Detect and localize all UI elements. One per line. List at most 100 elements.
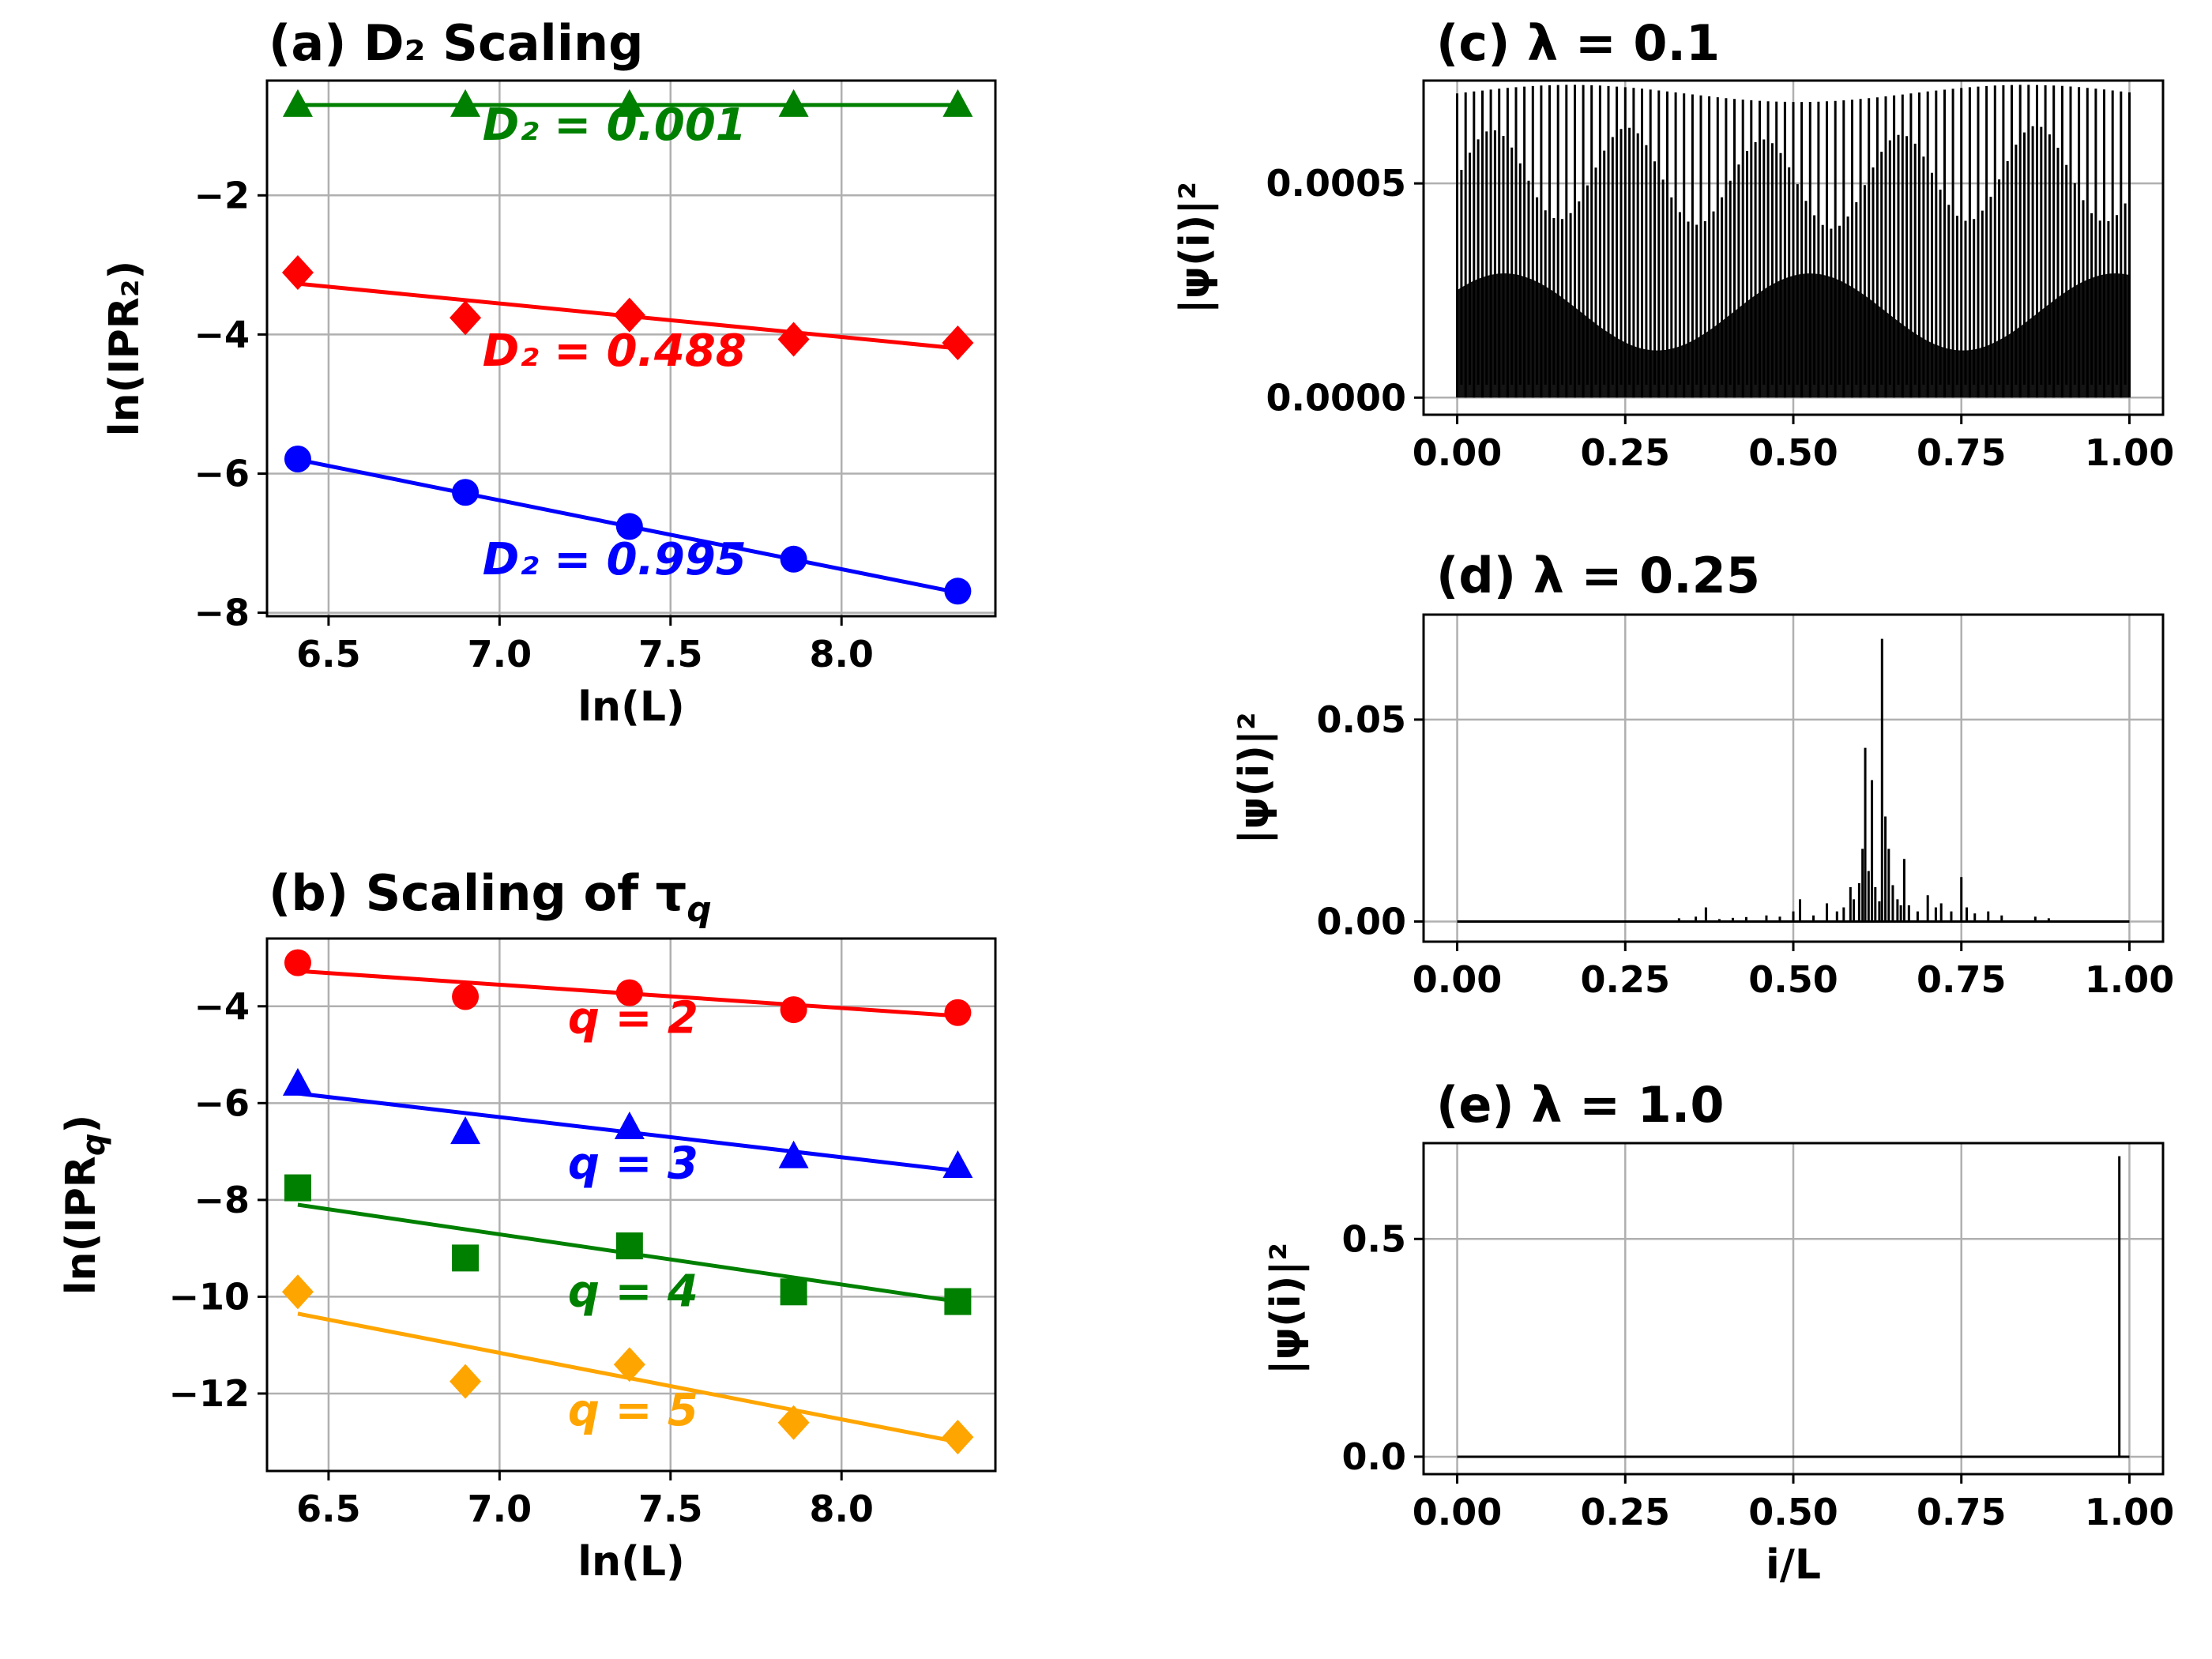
panel-c-data bbox=[1456, 85, 2131, 398]
panel-e-ytick-label: 0.0 bbox=[1342, 1435, 1407, 1478]
panel-e-ylabel: |ψ(i)|² bbox=[1262, 1243, 1310, 1375]
panel-d-xtick-label: 0.00 bbox=[1413, 958, 1503, 1001]
panel-b-series-2-point bbox=[944, 1288, 972, 1315]
panel-e-xlabel: i/L bbox=[1766, 1541, 1821, 1589]
panel-b-ytick-label: −12 bbox=[168, 1372, 250, 1415]
panel-b-series-3-point bbox=[613, 1347, 645, 1382]
panel-e: 0.00 0.25 0.50 0.75 1.00 0.0 0.5 (e) λ = 1.0 i/L… bbox=[1262, 1076, 2174, 1589]
panel-d-frame bbox=[1422, 613, 2165, 943]
panel-b-series-2-point bbox=[452, 1244, 480, 1272]
panel-d-xtick-label: 0.50 bbox=[1748, 958, 1838, 1001]
panel-b-frame bbox=[265, 937, 997, 1473]
panel-a-ytick-label: −2 bbox=[194, 174, 250, 216]
panel-a-series-0-point bbox=[284, 446, 311, 473]
panel-a-series-0-point bbox=[944, 577, 972, 605]
panel-a-series-1-point bbox=[777, 322, 810, 357]
panel-b-ytick-label: −8 bbox=[194, 1179, 250, 1221]
panel-a-series-0-point bbox=[780, 545, 807, 573]
panel-b-annotation-0: q = 2 bbox=[568, 992, 698, 1044]
panel-c-dense-band bbox=[1457, 273, 2130, 398]
panel-b: 6.5 7.0 7.5 8.0 −4 −6 −8 −10 −12 q = 2 q = 3 q = 4 q… bbox=[58, 864, 997, 1586]
panel-b-series-2-point bbox=[780, 1278, 807, 1306]
panel-b-series-1-point bbox=[282, 1067, 313, 1096]
panel-a-ytick-label: −6 bbox=[194, 452, 250, 495]
panel-c-xtick-label: 0.75 bbox=[1917, 431, 2007, 474]
panel-a-series-1-point bbox=[613, 297, 645, 333]
panel-b-plot-area bbox=[267, 939, 995, 1471]
panel-c: 0.00 0.25 0.50 0.75 1.00 0.0000 0.0005 (c) λ = … bbox=[1172, 14, 2174, 474]
panel-c-ytick-label: 0.0000 bbox=[1266, 376, 1406, 419]
panel-b-series-1-point bbox=[614, 1111, 645, 1139]
panel-e-xtick-label: 0.25 bbox=[1581, 1491, 1671, 1533]
panel-b-series-0-point bbox=[944, 999, 972, 1026]
panel-a-ytick-label: −4 bbox=[194, 313, 250, 356]
panel-a-title: (a) D₂ Scaling bbox=[269, 14, 644, 72]
panel-b-xtick-label: 7.5 bbox=[638, 1488, 703, 1530]
panel-c-ylabel: |ψ(i)|² bbox=[1172, 182, 1219, 314]
panel-d-xtick-label: 0.25 bbox=[1581, 958, 1671, 1001]
panel-a-xtick-label: 7.5 bbox=[638, 633, 703, 675]
panel-d-ylabel: |ψ(i)|² bbox=[1231, 712, 1278, 844]
panel-a-grid bbox=[267, 81, 995, 616]
panel-a-xlabel: ln(L) bbox=[577, 683, 685, 731]
panel-a-frame bbox=[265, 79, 997, 618]
panel-a-xtick-label: 6.5 bbox=[296, 633, 361, 675]
panel-b-xtick-label: 7.0 bbox=[468, 1488, 532, 1530]
panel-e-xtick-label: 0.50 bbox=[1748, 1491, 1838, 1533]
panel-b-series-2-point bbox=[615, 1232, 643, 1260]
panel-e-xtick-label: 0.75 bbox=[1917, 1491, 2007, 1533]
panel-b-ytick-label: −10 bbox=[168, 1275, 250, 1318]
panel-b-series-3-point bbox=[777, 1405, 810, 1440]
panel-c-title: (c) λ = 0.1 bbox=[1436, 14, 1720, 72]
panel-c-xtick-label: 0.25 bbox=[1581, 431, 1671, 474]
panel-b-xtick-label: 6.5 bbox=[296, 1488, 361, 1530]
panel-b-series-2-point bbox=[284, 1174, 311, 1202]
panel-a-xtick-label: 7.0 bbox=[468, 633, 532, 675]
panel-b-series-0-point bbox=[284, 949, 311, 976]
panel-a-series-0-point bbox=[615, 513, 643, 540]
panel-e-data bbox=[1457, 1156, 2130, 1458]
panel-d-ytick-label: 0.00 bbox=[1317, 900, 1407, 942]
panel-b-ytick-label: −6 bbox=[194, 1082, 250, 1124]
panel-a-annotation-0: D₂ = 0.995 bbox=[483, 534, 747, 585]
panel-a-series-1-point bbox=[281, 255, 314, 291]
panel-d-xtick-label: 1.00 bbox=[2085, 958, 2175, 1001]
panel-b-series-3-point bbox=[942, 1420, 974, 1455]
panel-a-ylabel: ln(IPR₂) bbox=[101, 261, 149, 437]
panel-c-ytick-label: 0.0005 bbox=[1266, 162, 1406, 205]
panel-a-ytick-label: −8 bbox=[194, 592, 250, 634]
panel-d-xtick-label: 0.75 bbox=[1917, 958, 2007, 1001]
panel-b-annotation-3: q = 5 bbox=[568, 1385, 698, 1436]
panel-a-xtick-label: 8.0 bbox=[809, 633, 874, 675]
panel-a-series-2-point bbox=[778, 88, 809, 117]
panel-b-ylabel: ln(IPRq) bbox=[58, 1115, 112, 1296]
panel-b-annotation-2: q = 4 bbox=[568, 1266, 698, 1318]
panel-b-series-3-point bbox=[281, 1274, 314, 1310]
panel-a-series-1-point bbox=[942, 325, 974, 360]
panel-b-xtick-label: 8.0 bbox=[809, 1488, 874, 1530]
panel-b-series-0-point bbox=[615, 979, 643, 1006]
panel-a-annotation-2: D₂ = 0.001 bbox=[483, 100, 747, 151]
panel-b-title: (b) Scaling of τq bbox=[269, 864, 712, 930]
panel-b-series-1-point bbox=[778, 1140, 809, 1168]
panel-c-xtick-label: 0.50 bbox=[1748, 431, 1838, 474]
panel-e-title: (e) λ = 1.0 bbox=[1436, 1076, 1725, 1134]
panel-d: 0.00 0.25 0.50 0.75 1.00 0.00 0.05 (d) λ = 0.25… bbox=[1231, 547, 2174, 1001]
panel-e-frame bbox=[1422, 1142, 2165, 1476]
panel-a-series-2-point bbox=[942, 88, 973, 117]
panel-b-xlabel: ln(L) bbox=[577, 1538, 685, 1586]
panel-a-series-2-point bbox=[450, 88, 481, 117]
panel-c-frame bbox=[1422, 79, 2165, 416]
panel-d-ytick-label: 0.05 bbox=[1317, 698, 1407, 741]
panel-a-series-1-point bbox=[450, 300, 482, 336]
panel-e-xtick-label: 1.00 bbox=[2085, 1491, 2175, 1533]
panel-b-series-1-point bbox=[450, 1116, 481, 1145]
panel-b-series-0-point bbox=[780, 996, 807, 1024]
panel-b-series-0-point bbox=[452, 983, 480, 1010]
panel-a-series-0-point bbox=[452, 479, 480, 506]
panel-b-annotation-1: q = 3 bbox=[568, 1138, 698, 1189]
panel-b-series-3-point bbox=[450, 1364, 482, 1399]
panel-c-xtick-label: 0.00 bbox=[1413, 431, 1503, 474]
panel-e-xtick-label: 0.00 bbox=[1413, 1491, 1503, 1533]
